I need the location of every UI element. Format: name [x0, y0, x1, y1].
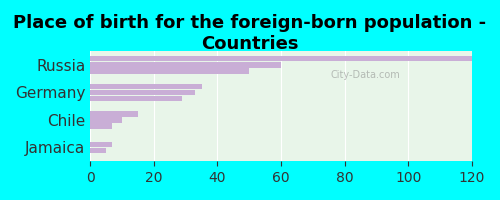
Bar	[90, 62, 281, 68]
Bar	[90, 123, 112, 129]
Bar	[90, 84, 202, 89]
Text: Place of birth for the foreign-born population -
Countries: Place of birth for the foreign-born popu…	[14, 14, 486, 53]
Bar	[90, 117, 122, 123]
Bar	[90, 111, 138, 117]
Text: City-Data.com: City-Data.com	[330, 70, 400, 80]
Bar	[90, 142, 112, 147]
Bar	[90, 96, 182, 101]
Bar	[90, 68, 249, 74]
Bar	[90, 148, 106, 153]
Bar	[90, 56, 472, 61]
Bar	[90, 90, 195, 95]
